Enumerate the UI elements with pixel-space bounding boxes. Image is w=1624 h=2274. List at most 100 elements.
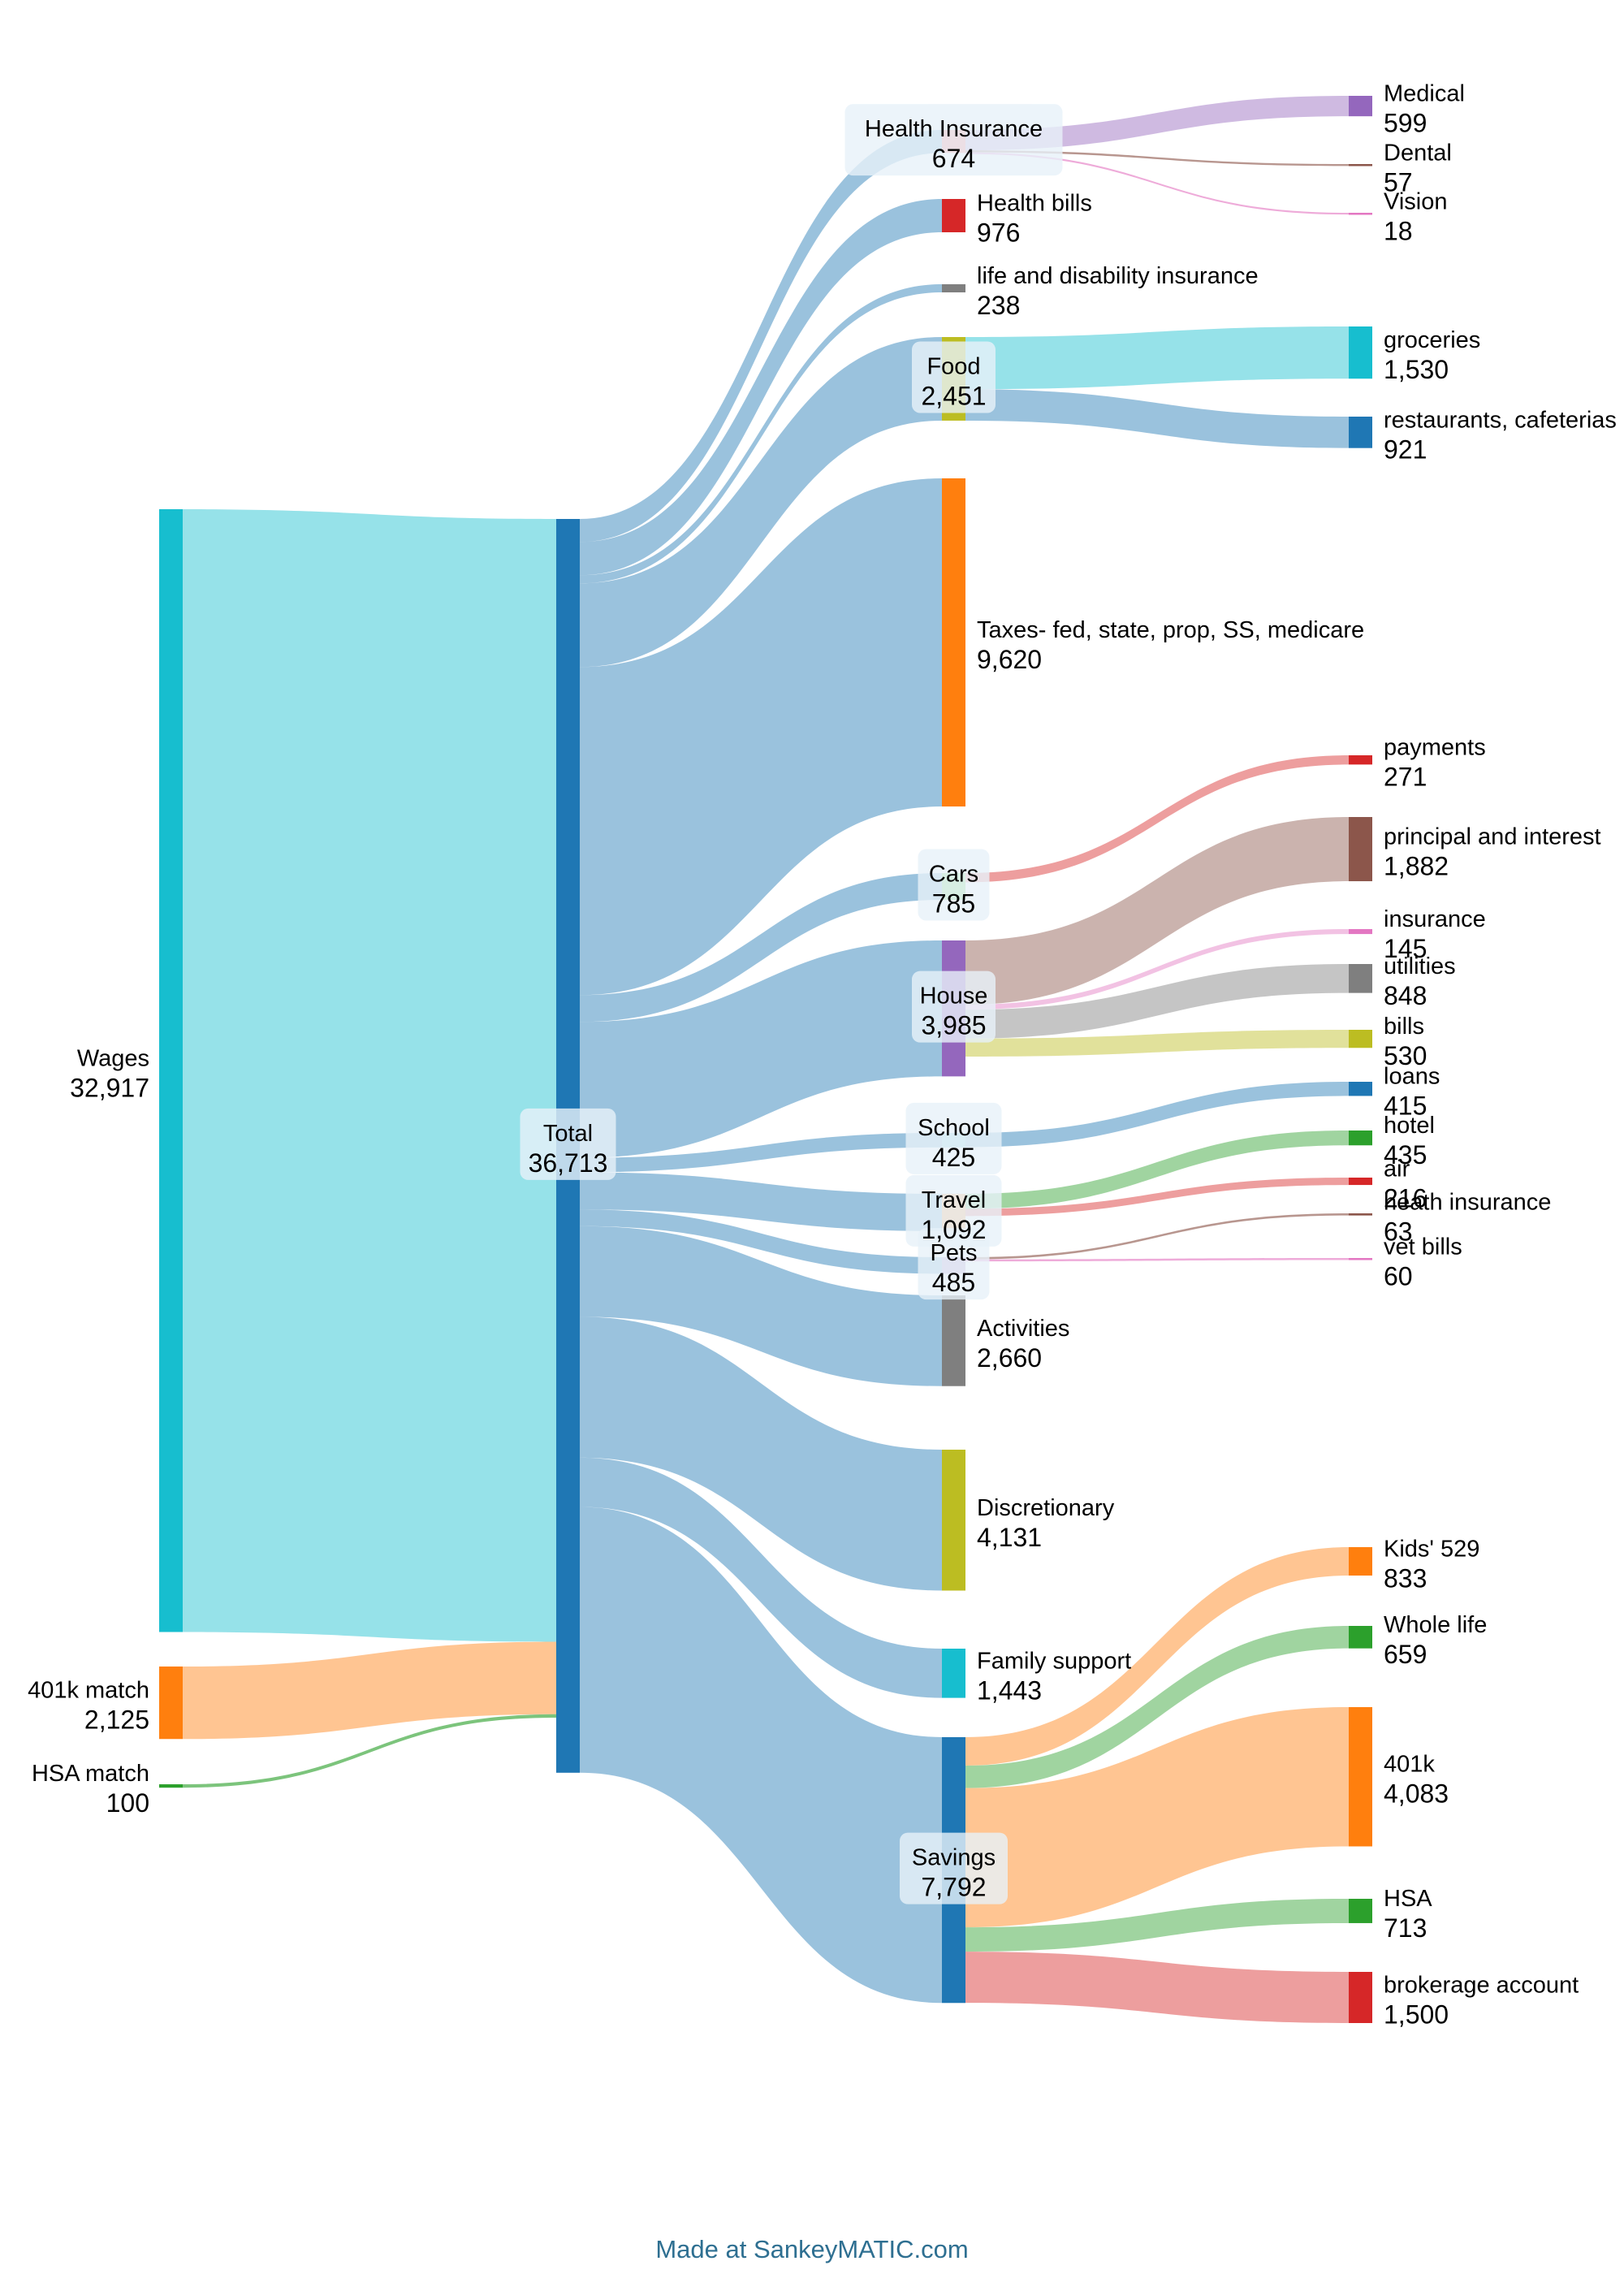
label-restaurants-value: 921 — [1384, 434, 1427, 464]
label-hsa: HSA 713 — [1384, 1886, 1432, 1943]
node-bills[interactable] — [1349, 1030, 1372, 1048]
label-house-name: House — [920, 984, 988, 1009]
node-vet_bills[interactable] — [1349, 1258, 1372, 1260]
label-savings-value: 7,792 — [921, 1873, 986, 1902]
node-brokerage[interactable] — [1349, 1972, 1372, 2023]
flow-total-to-health_insurance — [580, 130, 942, 543]
flow-total-to-travel — [580, 1172, 942, 1231]
node-life_disability[interactable] — [942, 284, 965, 292]
label-travel-value: 1,092 — [921, 1215, 986, 1244]
node-wages[interactable] — [159, 509, 183, 1632]
flow-health_insurance-to-dental — [965, 150, 1349, 166]
flow-total-to-house — [580, 940, 942, 1158]
label-matchhsa: HSA match 100 — [32, 1761, 149, 1818]
node-dental[interactable] — [1349, 164, 1372, 166]
flow-house-to-insurance — [965, 929, 1349, 1010]
label-school: School 425 — [918, 1115, 990, 1172]
node-match401k[interactable] — [159, 1667, 183, 1740]
label-wages-value: 32,917 — [70, 1073, 149, 1102]
label-k401: 401k 4,083 — [1384, 1752, 1449, 1809]
label-bills-value: 530 — [1384, 1041, 1427, 1070]
label-heath_insurance-name: heath insurance — [1384, 1189, 1551, 1215]
label-box-total — [520, 1108, 616, 1180]
node-hsa[interactable] — [1349, 1899, 1372, 1923]
node-taxes[interactable] — [942, 478, 965, 807]
label-life_disability-name: life and disability insurance — [977, 263, 1259, 289]
node-heath_insurance[interactable] — [1349, 1213, 1372, 1216]
label-loans: loans 415 — [1384, 1064, 1440, 1121]
node-family_support[interactable] — [942, 1649, 965, 1698]
label-loans-value: 415 — [1384, 1092, 1427, 1121]
flow-matchhsa-to-total — [183, 1714, 556, 1788]
label-box-cars — [918, 849, 990, 921]
sankeymatic-attribution-link[interactable]: Made at SankeyMATIC.com — [655, 2235, 969, 2263]
label-vet_bills-value: 60 — [1384, 1261, 1413, 1290]
flow-school-to-loans — [965, 1082, 1349, 1148]
node-k401[interactable] — [1349, 1707, 1372, 1847]
node-payments[interactable] — [1349, 755, 1372, 765]
flow-total-to-family_support — [580, 1457, 942, 1698]
node-health_bills[interactable] — [942, 199, 965, 232]
label-insurance-name: insurance — [1384, 906, 1486, 932]
label-groceries-name: groceries — [1384, 327, 1480, 353]
label-box-savings — [900, 1832, 1008, 1904]
label-heath_insurance-value: 63 — [1384, 1217, 1413, 1246]
node-hotel[interactable] — [1349, 1131, 1372, 1146]
label-groceries: groceries 1,530 — [1384, 327, 1480, 384]
node-groceries[interactable] — [1349, 326, 1372, 379]
flow-health_insurance-to-vision — [965, 152, 1349, 215]
label-taxes-name: Taxes- fed, state, prop, SS, medicare — [977, 617, 1364, 643]
label-kids_529-value: 833 — [1384, 1563, 1427, 1593]
label-dental-value: 57 — [1384, 167, 1413, 197]
label-vision-value: 18 — [1384, 216, 1413, 245]
flows-layer — [183, 96, 1349, 2023]
label-savings-name: Savings — [912, 1845, 996, 1871]
label-dental: Dental 57 — [1384, 140, 1452, 197]
label-box-school — [905, 1102, 1002, 1174]
label-heath_insurance: heath insurance 63 — [1384, 1189, 1551, 1246]
label-box-pets — [918, 1228, 990, 1300]
flow-travel-to-hotel — [965, 1131, 1349, 1209]
label-kids_529: Kids' 529 833 — [1384, 1536, 1479, 1593]
label-hotel-name: hotel — [1384, 1113, 1435, 1139]
flow-food-to-groceries — [965, 326, 1349, 390]
label-principal-name: principal and interest — [1384, 824, 1601, 850]
flow-total-to-activities — [580, 1226, 942, 1386]
node-kids_529[interactable] — [1349, 1547, 1372, 1576]
label-loans-name: loans — [1384, 1064, 1440, 1090]
label-hotel: hotel 435 — [1384, 1113, 1435, 1169]
label-medical-name: Medical — [1384, 81, 1465, 107]
label-box-health_insurance — [844, 104, 1063, 176]
node-utilities[interactable] — [1349, 964, 1372, 993]
node-discretionary[interactable] — [942, 1450, 965, 1591]
label-house-value: 3,985 — [921, 1011, 986, 1040]
flow-savings-to-kids_529 — [965, 1547, 1349, 1766]
flow-savings-to-k401 — [965, 1707, 1349, 1928]
node-air[interactable] — [1349, 1178, 1372, 1186]
node-matchhsa[interactable] — [159, 1784, 183, 1788]
node-insurance[interactable] — [1349, 929, 1372, 935]
flow-total-to-life_disability — [580, 284, 942, 584]
label-vision: Vision 18 — [1384, 188, 1447, 245]
node-loans[interactable] — [1349, 1082, 1372, 1096]
label-insurance-value: 145 — [1384, 934, 1427, 963]
label-hsa-value: 713 — [1384, 1913, 1427, 1943]
flow-total-to-pets — [580, 1209, 942, 1274]
node-medical[interactable] — [1349, 96, 1372, 117]
node-activities[interactable] — [942, 1295, 965, 1386]
node-restaurants[interactable] — [1349, 417, 1372, 448]
label-life_disability: life and disability insurance 238 — [977, 263, 1259, 320]
label-wages: Wages 32,917 — [70, 1045, 149, 1102]
label-insurance: insurance 145 — [1384, 906, 1486, 963]
label-bills: bills 530 — [1384, 1014, 1427, 1070]
node-whole_life[interactable] — [1349, 1626, 1372, 1649]
node-vision[interactable] — [1349, 213, 1372, 215]
label-total-value: 36,713 — [529, 1148, 608, 1178]
node-principal[interactable] — [1349, 817, 1372, 882]
label-activities: Activities 2,660 — [977, 1316, 1069, 1373]
label-air-value: 216 — [1384, 1184, 1427, 1213]
flow-house-to-principal — [965, 817, 1349, 1005]
label-cars: Cars 785 — [929, 861, 978, 918]
label-taxes-value: 9,620 — [977, 645, 1042, 674]
